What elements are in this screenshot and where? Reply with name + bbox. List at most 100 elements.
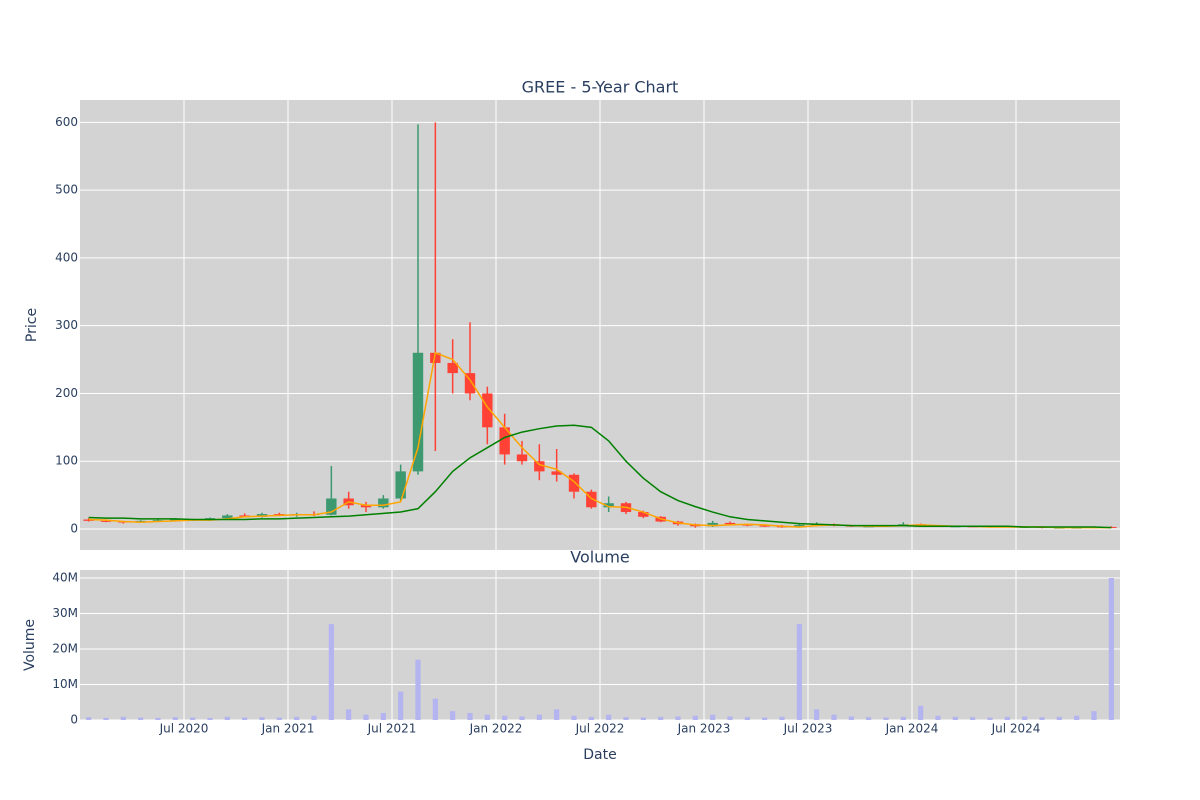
candle-body [603, 503, 614, 508]
y-axis-label: Price [24, 308, 40, 342]
volume-bar [762, 717, 768, 720]
y-tick-label: 400 [55, 250, 78, 264]
volume-bar [866, 717, 872, 720]
volume-bar [415, 659, 421, 720]
volume-bar [259, 717, 265, 720]
candle-body [100, 520, 112, 522]
volume-bar [675, 716, 681, 720]
volume-tick-label: 0 [70, 713, 78, 727]
volume-bar [1074, 715, 1080, 720]
x-tick-label: Jan 2022 [469, 722, 523, 736]
volume-bar [848, 716, 854, 720]
x-tick-label: Jan 2021 [261, 722, 315, 736]
candle-body [395, 471, 406, 499]
candle-body [482, 393, 493, 428]
volume-bar [138, 717, 144, 720]
volume-bar [779, 716, 785, 720]
x-tick-label: Jan 2023 [677, 722, 731, 736]
volume-bar [207, 717, 213, 720]
volume-bar [224, 716, 230, 720]
volume-bar [710, 714, 716, 720]
candle-body [759, 525, 770, 527]
chart-title: GREE - 5-Year Chart [522, 78, 679, 97]
volume-bar [502, 715, 508, 720]
volume-bar [519, 716, 525, 720]
volume-bar [172, 717, 178, 720]
volume-bar [814, 709, 820, 720]
volume-bar [952, 716, 958, 720]
candle-body [568, 474, 580, 492]
y-tick-label: 600 [55, 115, 78, 129]
volume-bar [588, 716, 594, 720]
volume-bar [1108, 577, 1114, 720]
volume-bar [86, 717, 92, 720]
volume-bar [103, 717, 109, 720]
candle-body [707, 522, 718, 527]
volume-bar [606, 714, 612, 720]
moving-average-line [88, 424, 1112, 529]
volume-bar [311, 715, 317, 720]
candle-body [534, 461, 545, 472]
candle-body [516, 454, 528, 462]
volume-bar [432, 698, 438, 720]
volume-bar [536, 714, 542, 720]
volume-tick-label: 30M [52, 606, 78, 620]
volume-bar [554, 709, 560, 720]
volume-bar [692, 715, 698, 720]
candle-body [152, 520, 164, 522]
x-tick-label: Jul 2024 [991, 722, 1041, 736]
volume-bar [328, 624, 334, 720]
volume-bar [276, 717, 282, 720]
x-tick-label: Jul 2022 [575, 722, 625, 736]
volume-bar [484, 714, 490, 720]
volume-tick-label: 10M [52, 677, 78, 691]
volume-bar [346, 709, 352, 720]
x-tick-label: Jul 2020 [159, 722, 209, 736]
candle-body [412, 352, 424, 472]
volume-bar [623, 717, 629, 720]
volume-bar [658, 716, 664, 720]
candle-body [586, 491, 597, 508]
volume-bar [727, 716, 733, 720]
volume-bar [1004, 716, 1010, 720]
y-tick-label: 100 [55, 454, 78, 468]
volume-bar [294, 716, 300, 720]
volume-bar [640, 717, 646, 720]
volume-bar [831, 714, 837, 720]
volume-tick-label: 20M [52, 641, 78, 655]
x-axis-label: Date [583, 747, 616, 763]
volume-bar [900, 716, 906, 720]
volume-bar [120, 716, 126, 720]
volume-bar [970, 717, 976, 720]
volume-bar [883, 717, 889, 720]
candle-body [724, 522, 736, 525]
volume-bar [796, 624, 802, 720]
volume-bar [363, 714, 369, 720]
volume-bar [1022, 716, 1028, 720]
candle-body [170, 519, 181, 521]
y-tick-label: 200 [55, 386, 78, 400]
volume-bar [571, 715, 577, 720]
candle-body [378, 498, 389, 508]
volume-title: Volume [570, 548, 630, 567]
x-tick-label: Jul 2021 [367, 722, 417, 736]
candle-body [638, 512, 649, 517]
candle-body [326, 498, 337, 515]
volume-tick-label: 40M [52, 570, 78, 584]
volume-bar [1091, 711, 1097, 720]
volume-bar [467, 712, 473, 720]
volume-bar [744, 717, 750, 720]
candle-body [447, 362, 458, 374]
volume-bar [242, 717, 248, 720]
candle-body [794, 524, 805, 527]
volume-bar [918, 705, 924, 720]
volume-bar [935, 715, 941, 720]
volume-bar [987, 717, 993, 720]
volume-bar [450, 711, 456, 720]
candle-body [464, 373, 476, 394]
y-tick-label: 300 [55, 318, 78, 332]
x-tick-label: Jul 2023 [783, 722, 833, 736]
candle-body [551, 471, 562, 475]
volume-axis-label: Volume [22, 619, 38, 671]
